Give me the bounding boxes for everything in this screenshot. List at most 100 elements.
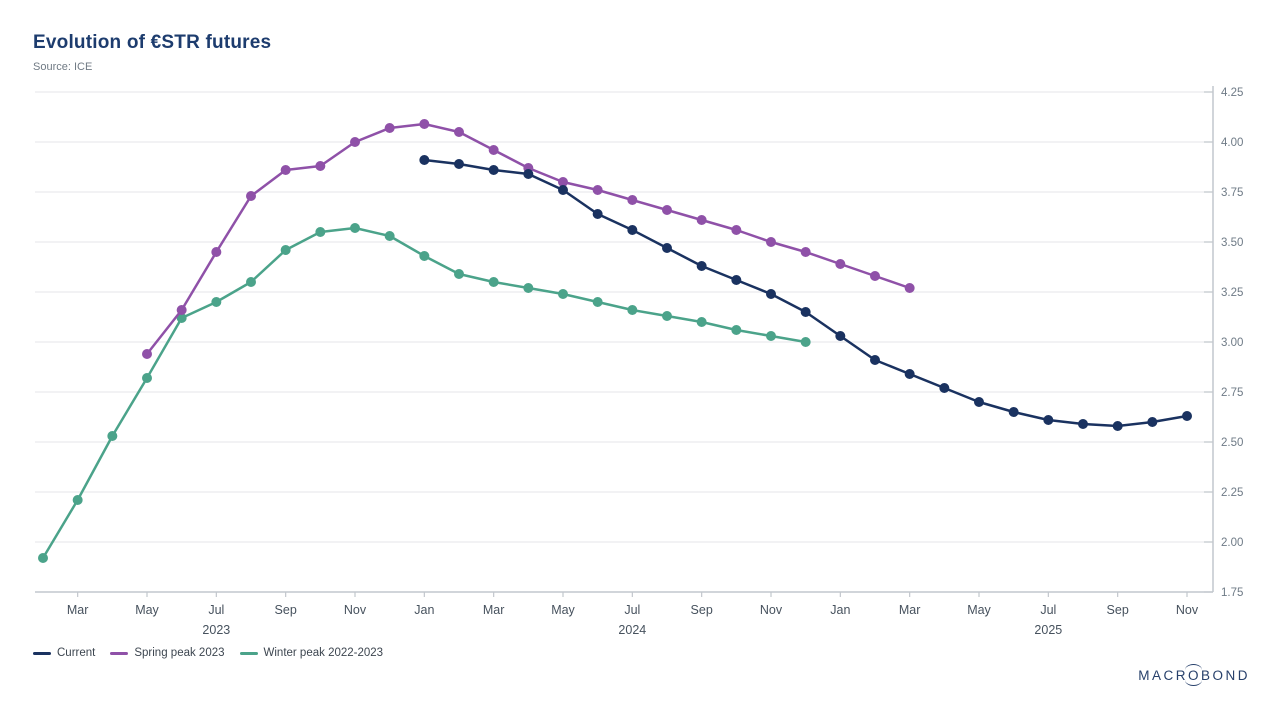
series-line-current (423, 158, 1189, 428)
data-point-spring-peak-2023 (176, 305, 187, 315)
data-point-winter-peak-2022-2023 (72, 495, 83, 505)
legend-swatch (239, 651, 258, 655)
data-point-winter-peak-2022-2023 (558, 289, 568, 299)
data-point-current (1182, 411, 1192, 421)
y-axis-label: 4.25 (1221, 87, 1243, 99)
data-point-spring-peak-2023 (315, 161, 326, 171)
data-point-winter-peak-2022-2023 (662, 311, 672, 321)
x-axis-label: Jan (414, 603, 434, 617)
x-axis-label: Nov (760, 603, 783, 617)
legend-label: Spring peak 2023 (134, 647, 225, 659)
y-axis-label: 3.75 (1221, 187, 1243, 199)
data-point-winter-peak-2022-2023 (488, 277, 499, 287)
data-point-current (488, 165, 499, 175)
data-point-current (800, 307, 811, 317)
logo-circle-o: O (1184, 664, 1203, 686)
data-point-spring-peak-2023 (419, 119, 430, 129)
y-axis-label: 3.25 (1221, 287, 1243, 299)
x-axis-label: Jan (830, 603, 850, 617)
data-point-winter-peak-2022-2023 (627, 305, 638, 315)
data-point-spring-peak-2023 (211, 247, 222, 257)
legend-item: Current (33, 647, 95, 659)
data-point-spring-peak-2023 (592, 185, 603, 195)
data-point-current (1078, 419, 1088, 429)
data-point-winter-peak-2022-2023 (523, 283, 534, 293)
data-point-current (1043, 415, 1054, 425)
data-point-winter-peak-2022-2023 (696, 317, 707, 327)
data-point-current (1112, 421, 1123, 431)
x-axis-label: Sep (1107, 603, 1129, 617)
y-axis-label: 2.75 (1221, 387, 1243, 399)
x-axis-label: Mar (483, 603, 505, 617)
data-point-spring-peak-2023 (488, 145, 499, 155)
data-point-spring-peak-2023 (627, 195, 638, 205)
data-point-current (523, 169, 534, 179)
data-point-current (558, 185, 568, 195)
series-line-spring-peak-2023 (145, 122, 911, 356)
data-point-current (1147, 417, 1158, 427)
data-point-spring-peak-2023 (835, 259, 846, 269)
x-axis-label: Mar (899, 603, 921, 617)
y-axis-label: 2.25 (1221, 487, 1243, 499)
y-axis-label: 3.00 (1221, 337, 1243, 349)
y-axis-label: 3.50 (1221, 237, 1243, 249)
data-point-spring-peak-2023 (558, 177, 568, 187)
x-axis-label: Sep (275, 603, 297, 617)
data-point-winter-peak-2022-2023 (766, 331, 776, 341)
data-point-winter-peak-2022-2023 (315, 227, 326, 237)
x-axis-label: May (551, 603, 575, 617)
data-point-current (766, 289, 776, 299)
macrobond-logo: MACROBOND (1138, 664, 1250, 686)
x-axis-label: May (967, 603, 991, 617)
data-point-winter-peak-2022-2023 (38, 553, 48, 563)
data-point-winter-peak-2022-2023 (107, 431, 118, 441)
legend-item: Winter peak 2022-2023 (239, 647, 384, 659)
data-point-current (696, 261, 707, 271)
data-point-spring-peak-2023 (696, 215, 707, 225)
data-point-current (939, 383, 950, 393)
y-axis-label: 1.75 (1221, 587, 1243, 599)
data-point-spring-peak-2023 (280, 165, 291, 175)
data-point-current (627, 225, 638, 235)
data-point-spring-peak-2023 (350, 137, 360, 147)
chart-title: Evolution of €STR futures (33, 32, 272, 53)
data-point-spring-peak-2023 (731, 225, 742, 235)
legend-swatch (110, 651, 129, 655)
legend-label: Current (57, 647, 96, 659)
legend-swatch (33, 651, 51, 655)
x-axis-label: Sep (691, 603, 713, 617)
year-label: 2025 (1034, 623, 1062, 637)
data-point-current (835, 331, 846, 341)
y-axis-label: 2.50 (1221, 437, 1243, 449)
year-label: 2024 (618, 623, 646, 637)
series-line-winter-peak-2022-2023 (41, 226, 807, 560)
legend-item: Spring peak 2023 (110, 647, 225, 659)
data-point-spring-peak-2023 (384, 123, 395, 133)
data-point-current (870, 355, 880, 365)
data-point-winter-peak-2022-2023 (350, 223, 360, 233)
data-point-winter-peak-2022-2023 (800, 337, 811, 347)
data-point-current (662, 243, 672, 253)
legend-label: Winter peak 2022-2023 (263, 647, 384, 659)
data-point-current (1008, 407, 1019, 417)
x-axis-label: May (135, 603, 159, 617)
data-point-current (731, 275, 742, 285)
y-axis-label: 4.00 (1221, 137, 1243, 149)
y-axis-label: 2.00 (1221, 537, 1243, 549)
data-point-winter-peak-2022-2023 (731, 325, 742, 335)
data-point-winter-peak-2022-2023 (176, 313, 187, 323)
data-point-spring-peak-2023 (800, 247, 811, 257)
chart-source: Source: ICE (33, 61, 93, 73)
data-point-spring-peak-2023 (142, 349, 152, 359)
logo-text-post: BOND (1200, 668, 1250, 683)
x-axis-label: Jul (1040, 603, 1056, 617)
data-point-current (974, 397, 984, 407)
data-point-current (454, 159, 464, 169)
x-axis-label: Nov (1176, 603, 1199, 617)
data-point-spring-peak-2023 (246, 191, 256, 201)
year-label: 2023 (202, 623, 230, 637)
data-point-winter-peak-2022-2023 (142, 373, 152, 383)
data-point-spring-peak-2023 (870, 271, 880, 281)
